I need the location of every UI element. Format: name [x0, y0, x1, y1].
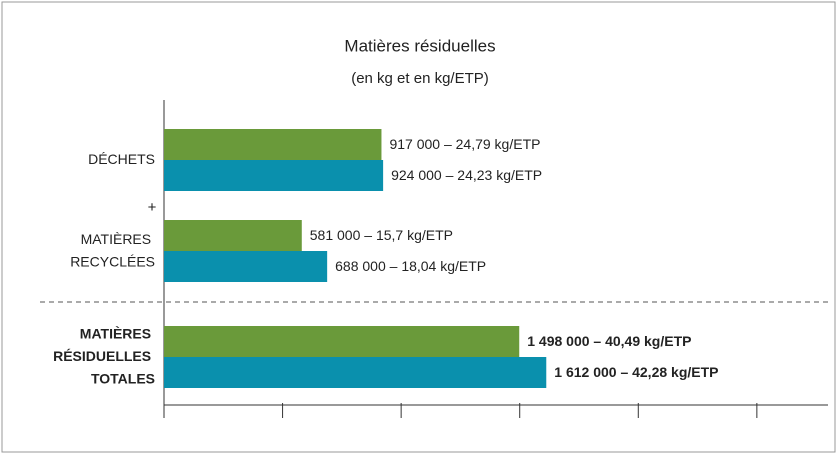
category-label: MATIÈRES RÉSIDUELLES TOTALES — [53, 325, 155, 386]
bar — [164, 160, 384, 191]
chart-title: Matières résiduelles — [344, 36, 495, 55]
category-label-line: TOTALES — [91, 370, 155, 386]
category-label-line: MATIÈRES — [80, 325, 155, 341]
bar — [164, 251, 328, 282]
bar — [164, 220, 302, 251]
value-label: 1 498 000 – 40,49 kg/ETP — [527, 333, 691, 349]
value-label: 1 612 000 – 42,28 kg/ETP — [554, 364, 718, 380]
category-label-line: RÉSIDUELLES — [53, 348, 155, 364]
value-label: 581 000 – 15,7 kg/ETP — [310, 227, 453, 243]
category-label-line: MATIÈRES — [81, 230, 155, 246]
category-label-line: DÉCHETS — [88, 151, 155, 167]
chart-subtitle: (en kg et en kg/ETP) — [351, 70, 489, 87]
value-label: 917 000 – 24,79 kg/ETP — [389, 136, 540, 152]
bar — [164, 326, 520, 357]
bar — [164, 129, 382, 160]
category-label-line: RECYCLÉES — [70, 253, 155, 269]
category-label: DÉCHETS — [88, 151, 155, 167]
bar — [164, 357, 547, 388]
plus-annotation: + — [148, 199, 157, 216]
value-label: 688 000 – 18,04 kg/ETP — [335, 258, 486, 274]
value-label: 924 000 – 24,23 kg/ETP — [391, 167, 542, 183]
category-label: MATIÈRES RECYCLÉES — [70, 230, 155, 269]
